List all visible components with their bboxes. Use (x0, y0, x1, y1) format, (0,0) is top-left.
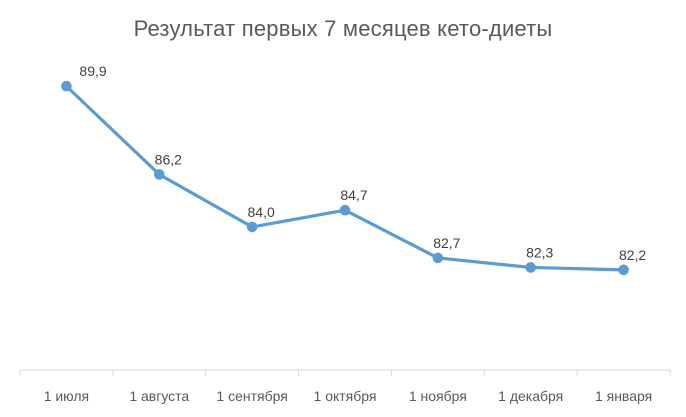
data-markers (61, 80, 629, 276)
data-point (61, 80, 72, 92)
series-lines (64, 84, 626, 272)
data-point (153, 169, 165, 180)
x-axis-ticks (19, 370, 671, 376)
x-tick-label: 1 июля (44, 388, 89, 404)
series-line-segment (250, 208, 347, 229)
series-line-segment (436, 256, 533, 270)
series-line-segment (157, 172, 254, 229)
x-tick-label: 1 сентября (216, 388, 287, 404)
x-tick-label: 1 августа (129, 388, 189, 404)
data-label: 82,2 (619, 247, 646, 263)
x-tick-label: 1 ноября (409, 388, 467, 404)
data-label: 84,0 (248, 204, 275, 220)
data-point (339, 204, 351, 216)
x-tick-label: 1 января (595, 388, 652, 404)
data-point (432, 252, 444, 264)
data-point (246, 221, 258, 233)
data-label: 89,9 (79, 63, 106, 79)
data-point (618, 264, 629, 276)
series-line-segment (529, 265, 626, 272)
data-point (525, 262, 537, 273)
data-label: 82,3 (526, 244, 553, 260)
data-label: 84,7 (340, 187, 367, 203)
data-label: 86,2 (155, 151, 182, 167)
x-tick-label: 1 октября (314, 388, 377, 404)
data-label: 82,7 (433, 235, 460, 251)
chart-title: Результат первых 7 месяцев кето-диеты (133, 16, 553, 41)
data-labels: 89,9 86,2 84,0 84,7 82,7 82,3 82,2 (79, 63, 646, 263)
series-line-segment (343, 208, 440, 260)
x-tick-label: 1 декабря (498, 388, 563, 404)
x-axis-tick-labels: 1 июля 1 августа 1 сентября 1 октября 1 нояб… (44, 388, 653, 404)
series-line-segment (64, 84, 161, 177)
